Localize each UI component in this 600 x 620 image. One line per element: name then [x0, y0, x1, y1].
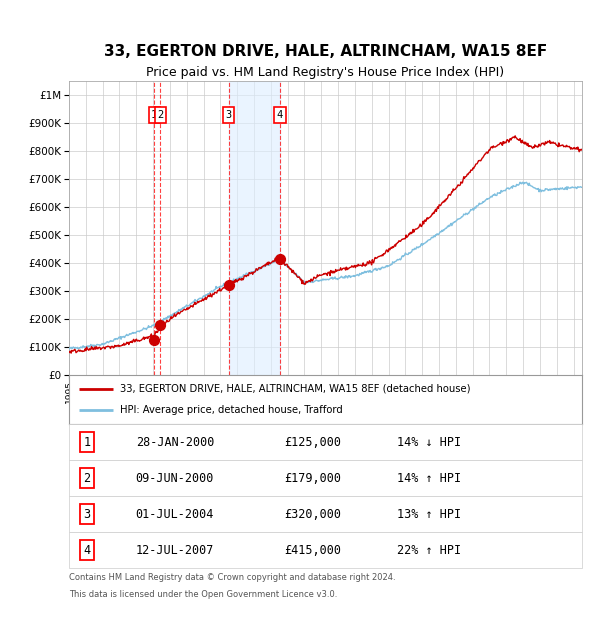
FancyBboxPatch shape [69, 460, 582, 496]
Text: £320,000: £320,000 [284, 508, 341, 521]
Text: 4: 4 [277, 110, 283, 120]
Text: 1: 1 [83, 436, 91, 449]
FancyBboxPatch shape [69, 532, 582, 568]
Text: 4: 4 [83, 544, 91, 557]
FancyBboxPatch shape [69, 496, 582, 532]
Point [224, 280, 233, 290]
Text: 2: 2 [157, 110, 164, 120]
Text: 14% ↓ HPI: 14% ↓ HPI [397, 436, 461, 449]
Text: £179,000: £179,000 [284, 472, 341, 485]
Text: 33, EGERTON DRIVE, HALE, ALTRINCHAM, WA15 8EF (detached house): 33, EGERTON DRIVE, HALE, ALTRINCHAM, WA1… [121, 384, 471, 394]
Bar [229, 81, 280, 374]
Text: 2: 2 [83, 472, 91, 485]
Text: 01-JUL-2004: 01-JUL-2004 [136, 508, 214, 521]
Text: £415,000: £415,000 [284, 544, 341, 557]
Text: 28-JAN-2000: 28-JAN-2000 [136, 436, 214, 449]
Text: £125,000: £125,000 [284, 436, 341, 449]
Text: 3: 3 [226, 110, 232, 120]
Text: This data is licensed under the Open Government Licence v3.0.: This data is licensed under the Open Gov… [69, 590, 337, 599]
Point [149, 335, 159, 345]
FancyBboxPatch shape [69, 425, 582, 460]
Text: 1: 1 [151, 110, 157, 120]
Point [155, 320, 165, 330]
Text: 12-JUL-2007: 12-JUL-2007 [136, 544, 214, 557]
Text: Price paid vs. HM Land Registry's House Price Index (HPI): Price paid vs. HM Land Registry's House … [146, 66, 505, 79]
Point [275, 254, 284, 264]
Text: Contains HM Land Registry data © Crown copyright and database right 2024.: Contains HM Land Registry data © Crown c… [69, 573, 395, 582]
Text: 22% ↑ HPI: 22% ↑ HPI [397, 544, 461, 557]
Text: 13% ↑ HPI: 13% ↑ HPI [397, 508, 461, 521]
Text: 09-JUN-2000: 09-JUN-2000 [136, 472, 214, 485]
Text: HPI: Average price, detached house, Trafford: HPI: Average price, detached house, Traf… [121, 405, 343, 415]
Text: 33, EGERTON DRIVE, HALE, ALTRINCHAM, WA15 8EF: 33, EGERTON DRIVE, HALE, ALTRINCHAM, WA1… [104, 44, 547, 59]
Text: 3: 3 [83, 508, 91, 521]
Text: 14% ↑ HPI: 14% ↑ HPI [397, 472, 461, 485]
